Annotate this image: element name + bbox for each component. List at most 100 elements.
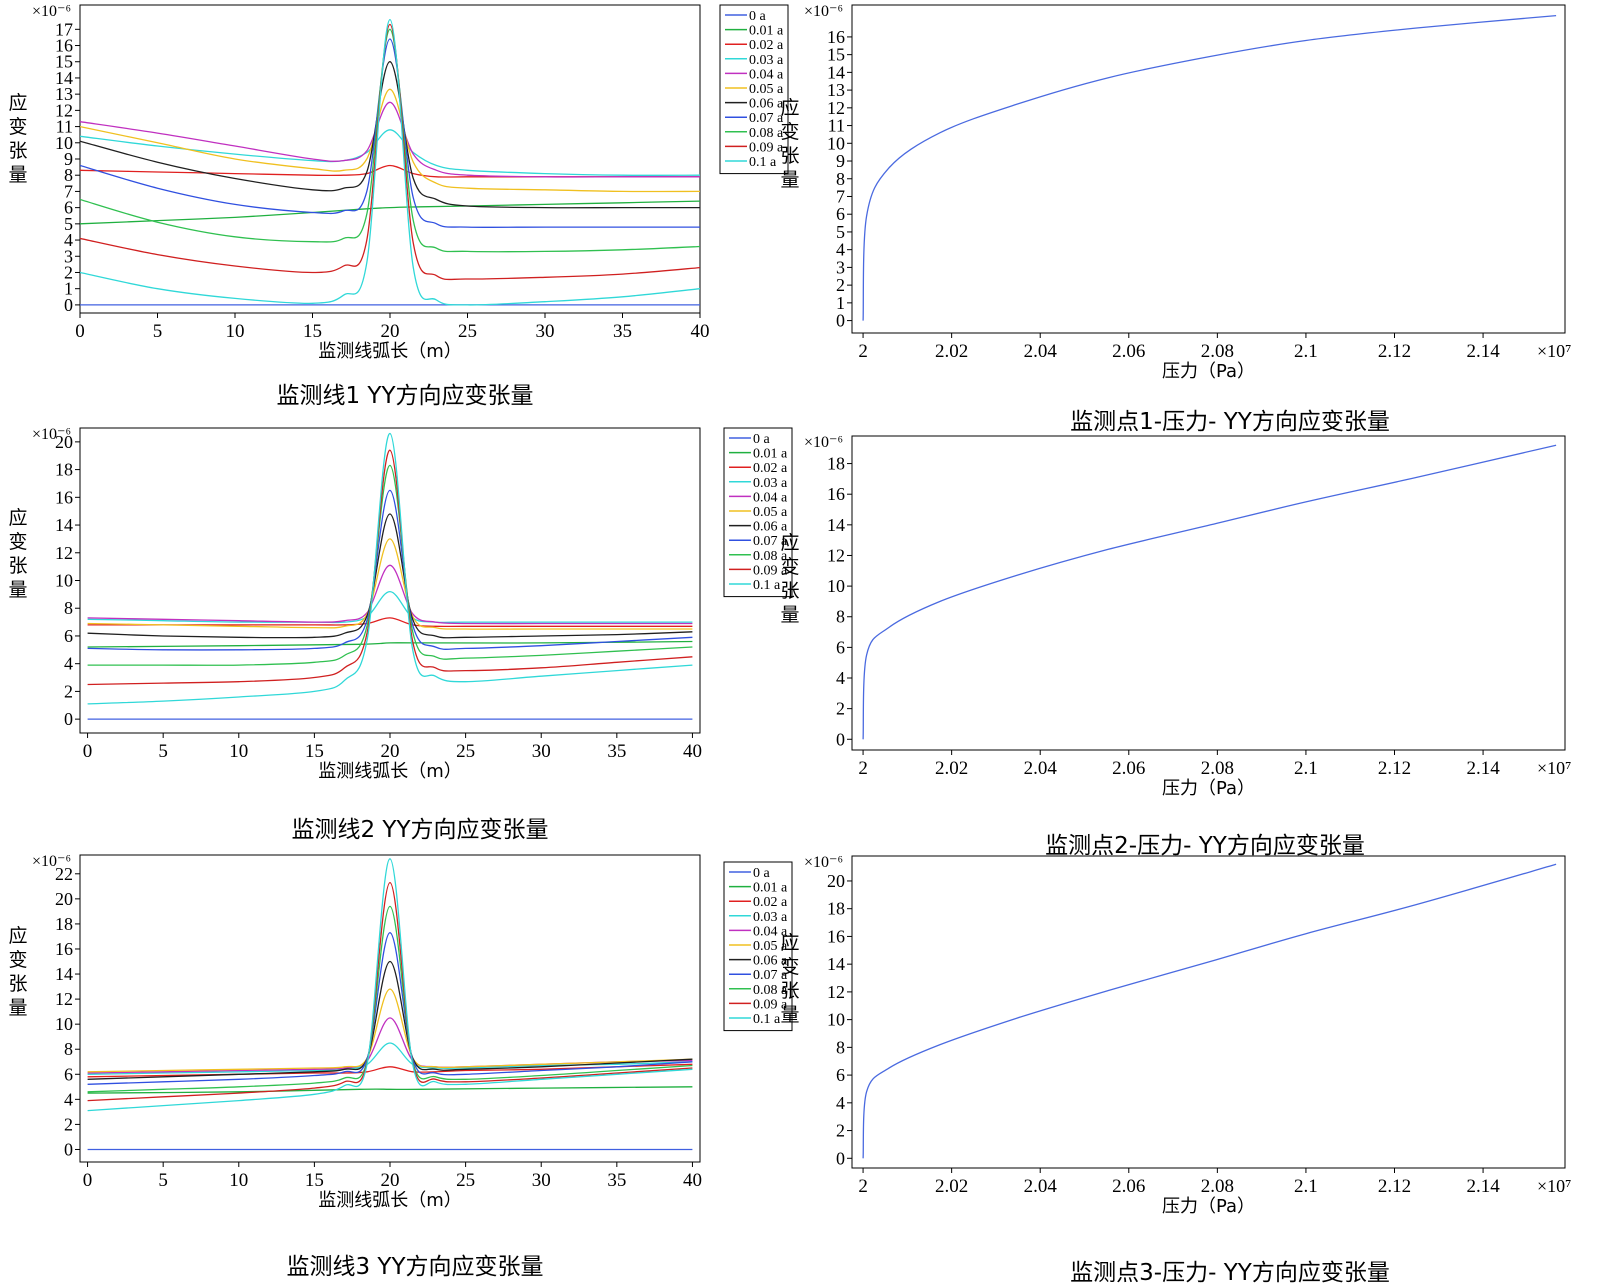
legend-label: 0.02 a	[749, 38, 784, 53]
series-group	[862, 14, 1557, 321]
x-tick-label: 2.02	[935, 1176, 968, 1197]
series-line-7	[87, 960, 693, 1080]
y-tick-label: 8	[64, 165, 73, 185]
y-tick-label: 20	[55, 889, 73, 909]
y-tick-label: 0	[836, 311, 845, 331]
legend-box	[723, 427, 793, 598]
x-tick-label: 2	[858, 1176, 868, 1197]
legend-label: 0.04 a	[749, 67, 784, 82]
legend-label: 0.1 a	[749, 155, 777, 170]
legend-label: 0.09 a	[753, 563, 788, 578]
x-tick-label: 2.06	[1112, 758, 1145, 779]
x-tick-label: 5	[153, 321, 163, 342]
x-multiplier: ×10⁷	[1537, 1176, 1571, 1196]
legend-label: 0.02 a	[753, 895, 788, 910]
y-tick-label: 2	[836, 699, 845, 719]
y-tick-label: 2	[64, 1114, 73, 1134]
y-tick-label: 10	[827, 133, 845, 153]
plot-frame	[851, 4, 1566, 334]
y-tick-label: 4	[836, 1093, 845, 1113]
legend: 0 a0.01 a0.02 a0.03 a0.04 a0.05 a0.06 a0…	[723, 861, 793, 1032]
legend-label: 0 a	[753, 432, 771, 447]
x-tick-label: 10	[229, 1170, 248, 1191]
chart-4: 2 2.02 2.04 2.06 2.08 2.1 2.12 2.14024681012141…	[780, 434, 1571, 799]
plot-frame	[79, 427, 701, 734]
x-tick-label: 20	[381, 741, 400, 762]
caption-point-1: 监测点1-压力- YY方向应变张量	[1070, 409, 1390, 435]
plot-frame	[79, 4, 701, 314]
series-line-8	[87, 932, 693, 1085]
y-tick-label: 16	[55, 939, 73, 959]
x-tick-label: 2.08	[1201, 1176, 1234, 1197]
y-tick-label: 0	[836, 729, 845, 749]
legend-box	[719, 4, 789, 175]
legend-box	[723, 861, 793, 1032]
y-tick-label: 18	[55, 460, 73, 480]
x-tick-label: 20	[381, 1170, 400, 1191]
legend-label: 0.08 a	[753, 983, 788, 998]
series-line-2	[80, 200, 700, 225]
caption-point-2: 监测点2-压力- YY方向应变张量	[1045, 833, 1365, 859]
y-tick-label: 16	[55, 36, 73, 56]
x-axis-title: 监测线弧长（m）	[318, 761, 462, 782]
y-multiplier: ×10⁻⁶	[32, 853, 71, 870]
x-tick-label: 0	[75, 321, 85, 342]
y-tick-label: 0	[836, 1148, 845, 1168]
series-line-2	[87, 640, 693, 648]
y-tick-label: 14	[55, 515, 73, 535]
x-tick-label: 30	[532, 741, 551, 762]
series-line-1	[862, 444, 1557, 740]
x-multiplier: ×10⁷	[1537, 341, 1571, 361]
y-tick-label: 14	[55, 964, 73, 984]
x-tick-label: 0	[83, 741, 93, 762]
y-tick-label: 16	[827, 926, 845, 946]
legend-label: 0.1 a	[753, 1012, 781, 1027]
y-tick-label: 12	[55, 543, 73, 563]
series-group	[862, 863, 1557, 1159]
y-tick-label: 16	[827, 27, 845, 47]
series-line-1	[862, 863, 1557, 1159]
caption-line-1: 监测线1 YY方向应变张量	[276, 383, 534, 409]
legend-label: 0.07 a	[749, 111, 784, 126]
x-tick-label: 30	[532, 1170, 551, 1191]
legend-label: 0.02 a	[753, 461, 788, 476]
plot-frame	[851, 855, 1566, 1169]
series-line-6	[87, 988, 693, 1073]
y-tick-label: 14	[55, 68, 73, 88]
y-tick-label: 16	[827, 484, 845, 504]
series-line-4	[87, 1042, 693, 1075]
x-tick-label: 15	[305, 741, 324, 762]
x-tick-label: 2.14	[1466, 341, 1500, 362]
legend-label: 0.08 a	[749, 126, 784, 141]
x-tick-label: 2.04	[1024, 758, 1058, 779]
y-multiplier: ×10⁻⁶	[32, 3, 71, 20]
x-axis-title: 压力（Pa）	[1162, 361, 1255, 382]
y-tick-label: 6	[64, 626, 73, 646]
y-tick-label: 8	[64, 1039, 73, 1059]
legend: 0 a0.01 a0.02 a0.03 a0.04 a0.05 a0.06 a0…	[723, 427, 793, 598]
y-axis-title: 应变张量	[8, 507, 27, 601]
legend-label: 0.03 a	[749, 53, 784, 68]
legend-label: 0.05 a	[753, 939, 788, 954]
y-tick-label: 6	[836, 1065, 845, 1085]
legend-label: 0.04 a	[753, 924, 788, 939]
y-tick-label: 10	[55, 571, 73, 591]
y-axis-title: 应变张量	[8, 92, 27, 186]
y-tick-label: 2	[64, 262, 73, 282]
y-tick-label: 10	[55, 133, 73, 153]
legend-label: 0.06 a	[749, 97, 784, 112]
y-axis-title: 应变张量	[780, 97, 799, 191]
legend-label: 0.05 a	[749, 82, 784, 97]
x-tick-label: 2.06	[1112, 341, 1145, 362]
y-tick-label: 10	[827, 576, 845, 596]
series-line-4	[87, 590, 693, 624]
legend-label: 0.04 a	[753, 490, 788, 505]
chart-1: 0 5 10 15 20 25 30 35 40012345678910111213141516…	[8, 3, 789, 362]
y-tick-label: 6	[836, 204, 845, 224]
x-tick-label: 2.02	[935, 341, 968, 362]
series-line-6	[80, 88, 700, 193]
x-axis-title: 监测线弧长（m）	[318, 341, 462, 362]
y-tick-label: 4	[64, 1089, 73, 1109]
y-tick-label: 0	[64, 1139, 73, 1159]
x-tick-label: 20	[381, 321, 400, 342]
